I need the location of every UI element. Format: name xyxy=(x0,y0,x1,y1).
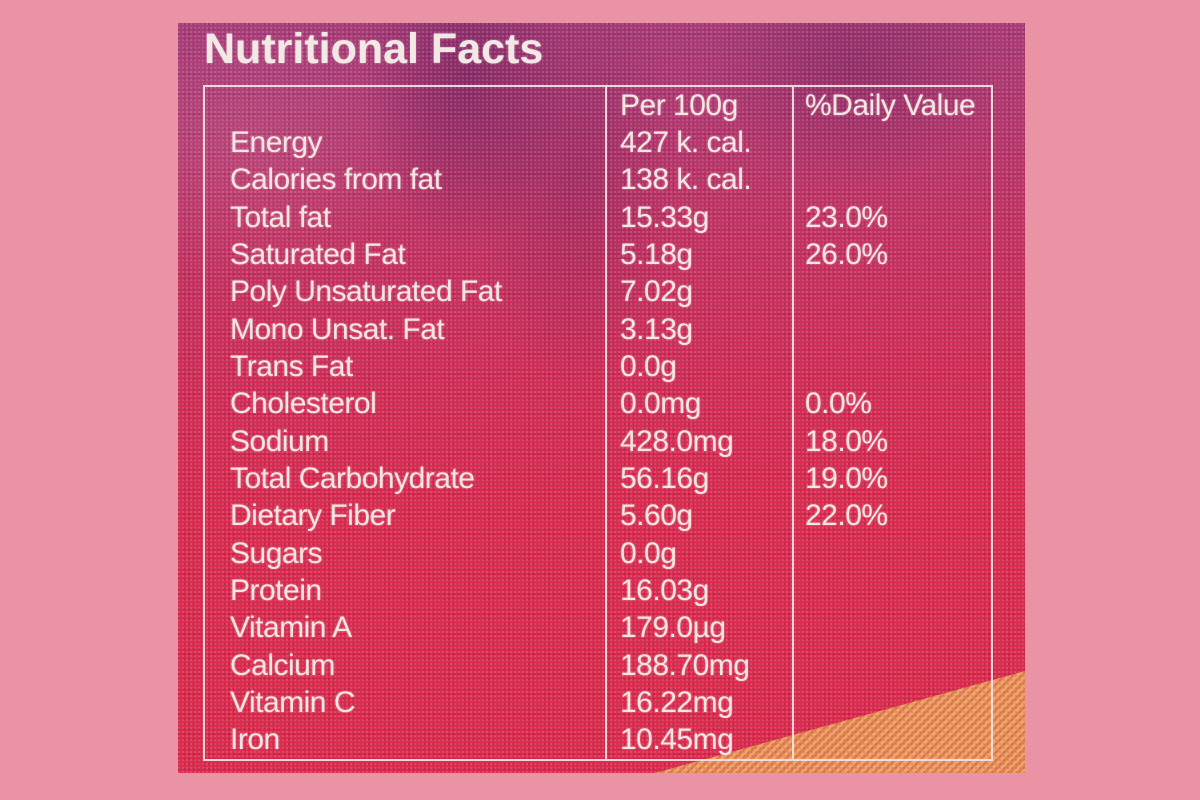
nutrient-amount: 56.16g xyxy=(605,460,792,498)
nutrient-name: Iron xyxy=(230,723,280,757)
nutrient-amount: 5.60g xyxy=(605,497,792,535)
nutrient-amount: 0.0mg xyxy=(605,385,792,423)
nutrient-amount: 15.33g xyxy=(605,198,792,237)
nutrient-name: Poly Unsaturated Fat xyxy=(230,275,502,309)
nutrient-daily-value: 0.0% xyxy=(792,385,991,423)
nutrient-name: Dietary Fiber xyxy=(230,499,396,533)
nutrient-name: Saturated Fat xyxy=(230,237,406,271)
nutrient-daily-value xyxy=(792,534,991,573)
nutrient-daily-value xyxy=(792,124,991,162)
nutrient-name: Total Carbohydrate xyxy=(230,461,475,495)
nutrient-daily-value: 19.0% xyxy=(792,460,991,498)
nutrient-daily-value: 18.0% xyxy=(792,422,991,461)
nutrient-name: Vitamin C xyxy=(230,685,356,719)
nutrient-name: Sodium xyxy=(230,424,329,458)
nutrient-daily-value xyxy=(792,348,991,386)
nutrient-amount: 10.45mg xyxy=(605,721,792,759)
nutrient-daily-value xyxy=(792,572,991,610)
nutrient-amount: 179.0µg xyxy=(605,609,792,647)
nutrient-daily-value: 26.0% xyxy=(792,236,991,274)
nutrient-name: Calories from fat xyxy=(230,163,442,197)
nutrient-daily-value xyxy=(792,721,991,759)
nutrient-amount: 16.22mg xyxy=(605,684,792,722)
nutrient-daily-value xyxy=(792,161,991,199)
nutrient-name: Vitamin A xyxy=(230,611,352,645)
nutrient-amount: 3.13g xyxy=(605,310,792,349)
nutrition-label: Nutritional Facts Per 100g %Daily Value … xyxy=(178,23,1025,773)
column-header-amount: Per 100g xyxy=(605,87,792,125)
nutrient-amount: 0.0g xyxy=(605,534,792,573)
nutrient-name: Calcium xyxy=(230,648,335,682)
nutrition-facts-table: Per 100g %Daily Value Energy 427 k. cal.… xyxy=(203,85,993,761)
nutrient-amount: 0.0g xyxy=(605,348,792,386)
nutrient-daily-value: 23.0% xyxy=(792,198,991,237)
nutrient-name: Total fat xyxy=(230,200,331,234)
nutrient-name: Trans Fat xyxy=(230,349,353,383)
nutrient-name: Protein xyxy=(230,573,322,607)
nutrient-amount: 5.18g xyxy=(605,236,792,274)
nutrient-daily-value xyxy=(792,273,991,311)
nutrient-amount: 188.70mg xyxy=(605,646,792,685)
header-spacer xyxy=(205,87,605,124)
nutrient-amount: 428.0mg xyxy=(605,422,792,461)
nutrient-daily-value xyxy=(792,609,991,647)
nutrient-amount: 16.03g xyxy=(605,572,792,610)
nutrient-amount: 7.02g xyxy=(605,273,792,311)
nutrient-name: Mono Unsat. Fat xyxy=(230,312,445,346)
nutrient-name: Energy xyxy=(230,125,323,159)
nutrient-daily-value xyxy=(792,684,991,722)
column-header-daily-value: %Daily Value xyxy=(792,87,991,125)
nutrient-daily-value xyxy=(792,310,991,349)
nutrient-daily-value xyxy=(792,646,991,685)
nutrient-amount: 427 k. cal. xyxy=(605,124,792,162)
nutrient-name: Sugars xyxy=(230,536,323,570)
nutrient-daily-value: 22.0% xyxy=(792,497,991,535)
nutrient-name: Cholesterol xyxy=(230,387,377,421)
label-title: Nutritional Facts xyxy=(204,25,544,73)
nutrient-amount: 138 k. cal. xyxy=(605,161,792,199)
